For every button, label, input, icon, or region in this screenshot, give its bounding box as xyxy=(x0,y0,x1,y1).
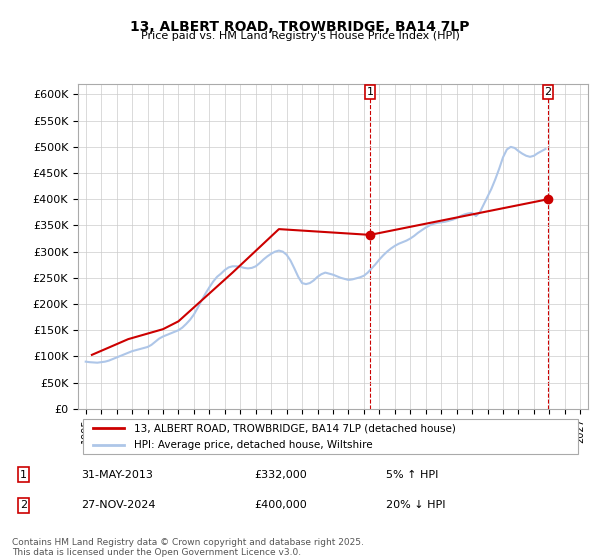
Text: 31-MAY-2013: 31-MAY-2013 xyxy=(81,470,153,479)
Text: 1: 1 xyxy=(367,87,374,97)
Text: HPI: Average price, detached house, Wiltshire: HPI: Average price, detached house, Wilt… xyxy=(134,440,373,450)
Text: 2: 2 xyxy=(544,87,551,97)
Text: Contains HM Land Registry data © Crown copyright and database right 2025.
This d: Contains HM Land Registry data © Crown c… xyxy=(12,538,364,557)
Text: 5% ↑ HPI: 5% ↑ HPI xyxy=(386,470,439,479)
Text: £332,000: £332,000 xyxy=(254,470,307,479)
Text: 13, ALBERT ROAD, TROWBRIDGE, BA14 7LP: 13, ALBERT ROAD, TROWBRIDGE, BA14 7LP xyxy=(130,20,470,34)
Text: 2: 2 xyxy=(20,501,27,510)
Text: 1: 1 xyxy=(20,470,27,479)
Text: 13, ALBERT ROAD, TROWBRIDGE, BA14 7LP (detached house): 13, ALBERT ROAD, TROWBRIDGE, BA14 7LP (d… xyxy=(134,423,456,433)
Text: Price paid vs. HM Land Registry's House Price Index (HPI): Price paid vs. HM Land Registry's House … xyxy=(140,31,460,41)
Text: £400,000: £400,000 xyxy=(254,501,307,510)
FancyBboxPatch shape xyxy=(83,419,578,455)
Text: 27-NOV-2024: 27-NOV-2024 xyxy=(81,501,155,510)
Text: 20% ↓ HPI: 20% ↓ HPI xyxy=(386,501,446,510)
